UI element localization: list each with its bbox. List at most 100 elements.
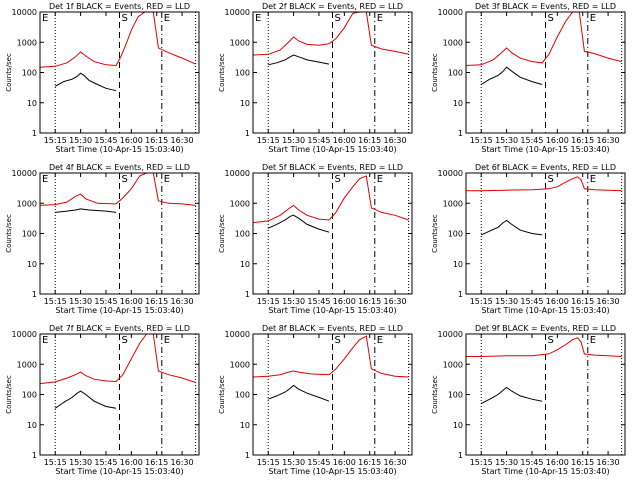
event-marker-label: S [335,13,341,24]
x-tick-label: 16:15 [358,136,381,145]
x-tick-label: 15:30 [495,136,518,145]
series-line-events [480,66,543,85]
x-tick-label: 15:30 [495,297,518,306]
y-tick-label: 10 [27,421,37,430]
x-tick-label: 16:00 [546,458,569,467]
y-tick-label: 1000 [17,360,37,369]
x-tick-label: 16:15 [571,458,594,467]
x-tick-label: 16:00 [333,136,356,145]
x-axis-label: Start Time (10-Apr-15 15:03:40) [481,306,609,315]
event-marker-label: E [377,335,383,346]
x-tick-label: 15:45 [520,458,543,467]
x-tick-label: 15:45 [520,136,543,145]
y-tick-label: 1 [32,451,37,460]
x-tick-label: 16:30 [384,136,407,145]
y-tick-label: 10 [240,421,250,430]
y-axis-label: Counts/sec [431,375,439,414]
y-tick-label: 1000 [17,199,37,208]
y-tick-label: 10 [27,260,37,269]
y-tick-label: 100 [235,391,250,400]
event-marker-label: E [164,174,170,185]
y-tick-label: 1 [458,290,463,299]
x-tick-label: 15:45 [307,458,330,467]
event-marker-label: S [548,13,554,24]
y-tick-label: 100 [448,69,463,78]
event-marker-label: E [590,335,596,346]
series-line-lld [252,335,409,378]
x-tick-label: 16:30 [171,297,194,306]
chart-title: Det 6f BLACK = Events, RED = LLD [475,163,616,172]
y-tick-label: 1 [245,290,250,299]
x-axis-label: Start Time (10-Apr-15 15:03:40) [481,467,609,476]
x-tick-label: 15:15 [470,458,493,467]
series-line-events [55,208,117,213]
x-tick-label: 16:00 [333,458,356,467]
event-marker-label: E [590,174,596,185]
y-tick-label: 1 [458,451,463,460]
x-tick-label: 16:30 [597,458,620,467]
x-tick-label: 15:15 [257,458,280,467]
event-marker-label: E [377,13,383,24]
chart-panel: Det 8f BLACK = Events, RED = LLD S E 1 10 100… [218,324,413,476]
x-tick-label: 15:45 [94,297,117,306]
x-tick-label: 15:30 [69,458,92,467]
series-line-events [54,72,117,92]
y-tick-label: 10 [240,99,250,108]
chart-title: Det 4f BLACK = Events, RED = LLD [49,163,190,172]
x-axis-label: Start Time (10-Apr-15 15:03:40) [481,145,609,154]
x-tick-label: 16:15 [358,297,381,306]
event-marker-label: S [122,13,128,24]
y-tick-label: 10 [453,260,463,269]
y-tick-label: 1000 [443,38,463,47]
series-line-lld [466,176,622,192]
x-tick-label: 15:15 [257,297,280,306]
series-line-events [480,386,543,405]
x-axis-label: Start Time (10-Apr-15 15:03:40) [55,306,183,315]
y-tick-label: 1 [32,290,37,299]
x-tick-label: 15:30 [69,297,92,306]
x-tick-label: 16:00 [120,136,143,145]
x-tick-label: 16:15 [571,297,594,306]
series-line-lld [252,175,409,224]
y-tick-label: 1000 [443,199,463,208]
x-tick-label: 16:15 [145,136,168,145]
x-axis-label: Start Time (10-Apr-15 15:03:40) [268,306,396,315]
y-tick-label: 10000 [12,330,37,339]
x-tick-label: 15:30 [495,458,518,467]
y-tick-label: 10000 [438,8,463,17]
event-marker-label: E [590,13,596,24]
y-tick-label: 1000 [230,360,250,369]
x-axis-label: Start Time (10-Apr-15 15:03:40) [55,467,183,476]
event-marker-label: E [42,335,48,346]
y-axis-label: Counts/sec [5,214,13,253]
y-tick-label: 100 [22,69,37,78]
chart-title: Det 2f BLACK = Events, RED = LLD [262,2,403,11]
series-line-lld [39,11,196,68]
y-tick-label: 1 [245,129,250,138]
chart-panel: Det 9f BLACK = Events, RED = LLD S E 1 10 100… [431,324,626,476]
event-marker-label: E [164,335,170,346]
y-axis-label: Counts/sec [431,214,439,253]
y-tick-label: 10000 [225,169,250,178]
chart-panel: Det 5f BLACK = Events, RED = LLD S E 1 10 100… [218,163,413,315]
y-tick-label: 1000 [17,38,37,47]
x-tick-label: 16:15 [571,136,594,145]
chart-title: Det 3f BLACK = Events, RED = LLD [475,2,616,11]
x-tick-label: 15:15 [257,136,280,145]
x-tick-label: 15:15 [44,136,67,145]
x-tick-label: 16:00 [546,297,569,306]
y-axis-label: Counts/sec [218,214,226,253]
x-tick-label: 16:30 [384,458,407,467]
y-tick-label: 10000 [225,330,250,339]
x-tick-label: 16:30 [597,297,620,306]
series-line-lld [465,11,622,66]
y-tick-label: 10000 [12,8,37,17]
chart-title: Det 7f BLACK = Events, RED = LLD [49,324,190,333]
chart-panel: Det 3f BLACK = Events, RED = LLD S E 1 10 100… [431,2,626,154]
y-axis-label: Counts/sec [5,375,13,414]
y-tick-label: 100 [235,230,250,239]
